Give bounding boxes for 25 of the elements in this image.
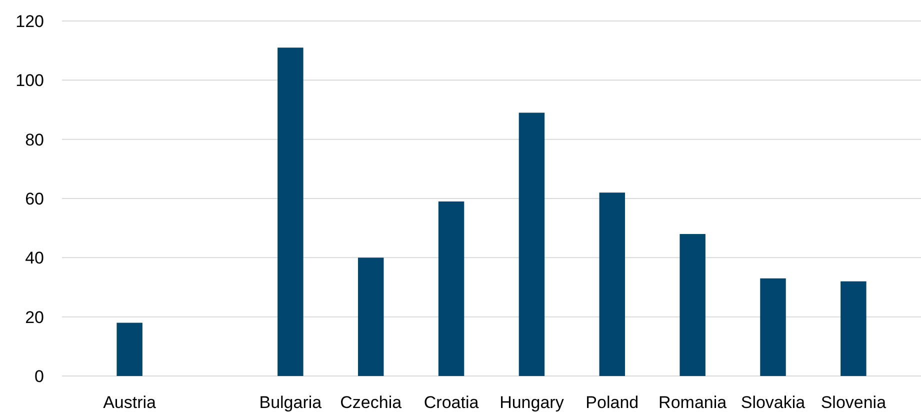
bar: [278, 48, 304, 376]
y-tick-label: 100: [16, 71, 44, 90]
y-tick-label: 80: [25, 130, 44, 150]
y-tick-label: 20: [25, 308, 44, 327]
x-tick-label: Romania: [658, 393, 728, 412]
x-tick-label: Czechia: [340, 393, 402, 412]
x-tick-label: Slovakia: [740, 393, 806, 412]
x-tick-label: Bulgaria: [259, 393, 322, 412]
bar: [358, 258, 384, 376]
bar: [760, 278, 786, 376]
x-tick-label: Croatia: [424, 393, 480, 412]
y-tick-label: 120: [16, 12, 44, 31]
y-tick-label: 60: [25, 189, 44, 208]
x-tick-label: Austria: [103, 393, 157, 412]
y-tick-label: 40: [25, 248, 44, 268]
bar: [680, 234, 706, 376]
x-tick-label: Poland: [586, 393, 639, 412]
y-tick-label: 0: [34, 366, 44, 386]
bar: [116, 322, 142, 376]
bar: [438, 201, 464, 376]
x-tick-label: Hungary: [500, 393, 564, 412]
bar: [840, 281, 866, 376]
bar: [599, 192, 626, 376]
x-tick-label: Slovenia: [820, 393, 887, 412]
bar: [518, 112, 545, 376]
